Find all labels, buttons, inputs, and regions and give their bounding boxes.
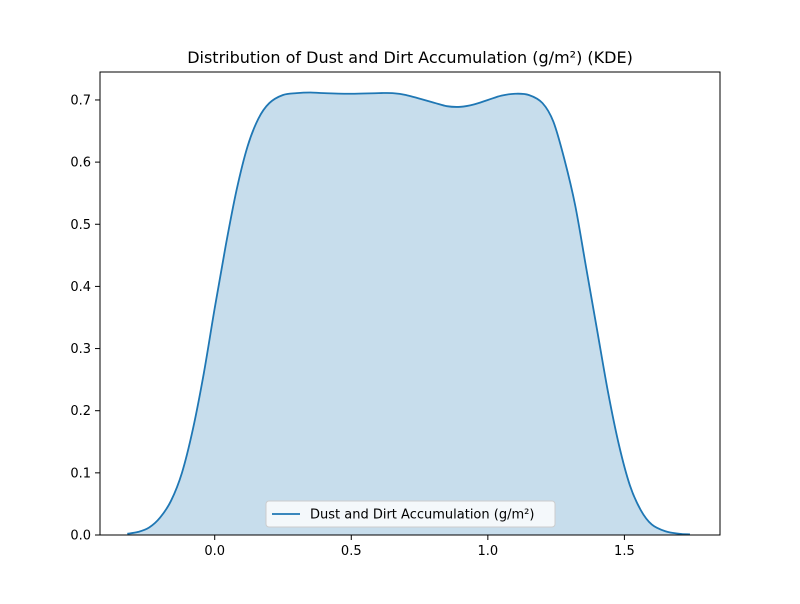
legend: Dust and Dirt Accumulation (g/m²)	[265, 500, 556, 528]
axes-frame	[99, 71, 721, 536]
y-tick-label: 0.5	[70, 218, 91, 233]
legend-box	[265, 500, 556, 528]
y-tick-label: 0.7	[70, 93, 91, 108]
plot-area	[127, 91, 691, 536]
y-tick-label: 0.2	[70, 404, 91, 419]
y-tick-label: 0.0	[70, 529, 91, 544]
x-tick-label: 0.0	[204, 544, 225, 559]
x-tick-label: 0.5	[341, 544, 362, 559]
x-tick-label: 1.0	[477, 544, 498, 559]
y-tick-label: 0.1	[70, 466, 91, 481]
y-tick-label: 0.3	[70, 342, 91, 357]
legend-label: Dust and Dirt Accumulation (g/m²)	[310, 508, 534, 523]
y-tick-label: 0.4	[70, 280, 91, 295]
kde-area-fill	[127, 92, 690, 535]
axis-ticks: 0.0 0.5 1.0 1.5 0.0 0.1 0.2 0.3 0.4 0.5 0.6 0.7	[70, 93, 634, 559]
x-tick-label: 1.5	[614, 544, 635, 559]
chart-title: Distribution of Dust and Dirt Accumulati…	[187, 48, 633, 67]
y-tick-label: 0.6	[70, 156, 91, 171]
kde-line	[127, 91, 691, 536]
